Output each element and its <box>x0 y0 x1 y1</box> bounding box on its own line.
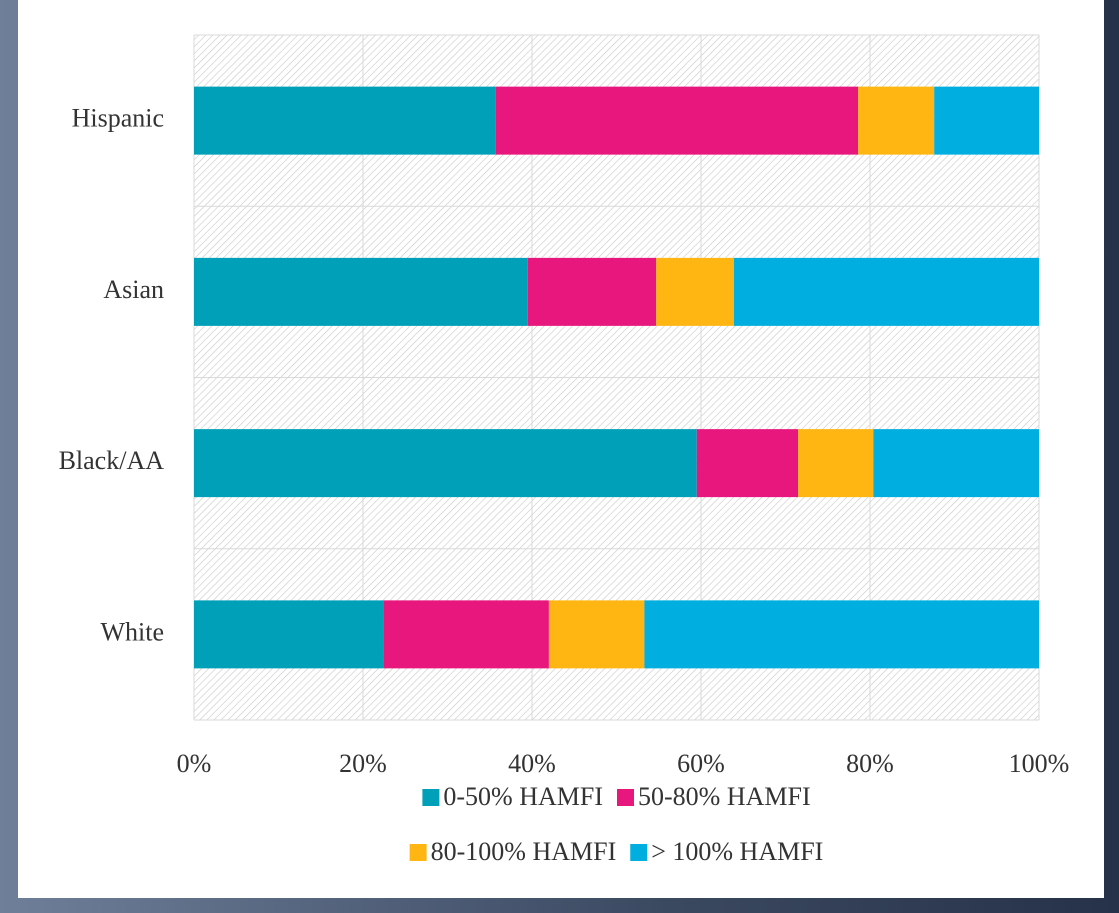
x-tick-label: 0% <box>177 749 212 778</box>
bar-segment <box>383 600 549 669</box>
legend-label: 50-80% HAMFI <box>638 782 811 811</box>
y-tick-label: Hispanic <box>72 104 164 133</box>
legend-swatch <box>409 844 427 861</box>
bar-segment <box>194 429 697 498</box>
bar-segment <box>873 429 1039 498</box>
x-tick-label: 60% <box>677 749 725 778</box>
legend-swatch <box>617 789 634 806</box>
legend-label: 0-50% HAMFI <box>443 782 603 811</box>
legend-label: > 100% HAMFI <box>651 837 823 866</box>
legend-swatch <box>422 789 440 806</box>
y-tick-label: White <box>100 617 164 646</box>
bar-segment <box>495 86 859 155</box>
bar-segment <box>798 429 874 498</box>
bar-segment <box>194 86 496 155</box>
legend-swatch <box>630 844 648 861</box>
x-tick-label: 100% <box>1009 749 1070 778</box>
bar-segment <box>194 600 384 669</box>
bar-segment <box>934 86 1039 155</box>
bar-segment <box>527 257 657 326</box>
bar-segment <box>696 429 799 498</box>
bar-segment <box>548 600 645 669</box>
y-tick-label: Asian <box>103 275 164 304</box>
x-tick-label: 40% <box>508 749 556 778</box>
legend-label: 80-100% HAMFI <box>431 837 617 866</box>
bar-segment <box>656 257 734 326</box>
x-tick-label: 80% <box>846 749 894 778</box>
x-tick-label: 20% <box>339 749 387 778</box>
bar-segment <box>644 600 1039 669</box>
bar-segment <box>194 257 528 326</box>
bar-segment <box>733 257 1039 326</box>
bar-segment <box>858 86 935 155</box>
y-tick-label: Black/AA <box>59 446 165 475</box>
